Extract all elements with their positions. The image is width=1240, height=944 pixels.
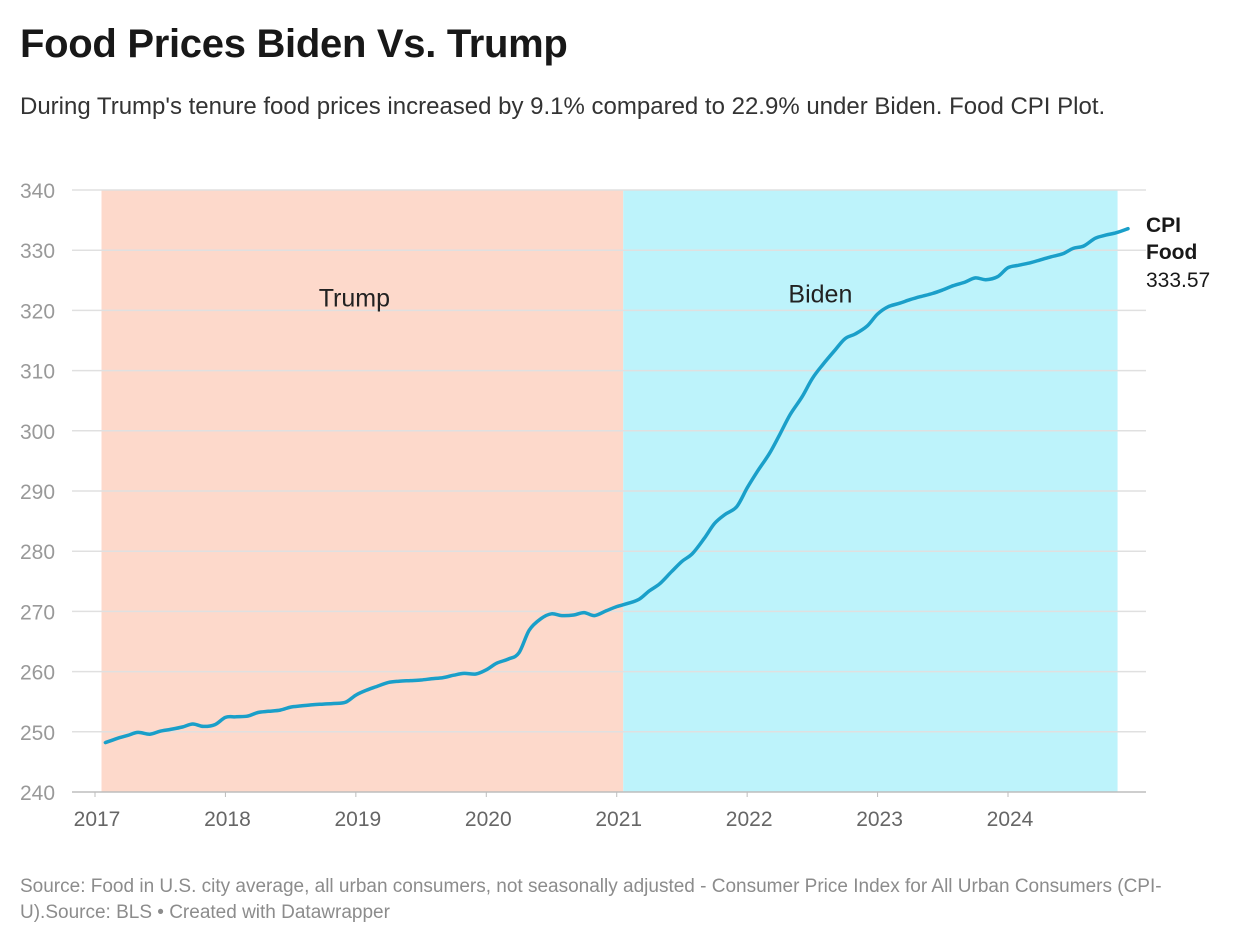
x-tick-label: 2020 <box>465 808 512 831</box>
y-tick-label: 330 <box>20 240 55 263</box>
chart-subtitle: During Trump's tenure food prices increa… <box>20 93 1106 120</box>
x-tick-label: 2022 <box>726 808 773 831</box>
series-end-label-name: CPI <box>1146 214 1181 237</box>
band-label-trump: Trump <box>319 284 390 312</box>
source-note: Source: Food in U.S. city average, all u… <box>20 876 1162 923</box>
y-tick-label: 300 <box>20 421 55 444</box>
y-tick-label: 310 <box>20 361 55 384</box>
x-tick-label: 2024 <box>987 808 1034 831</box>
y-tick-label: 240 <box>20 782 55 805</box>
y-tick-label: 340 <box>20 180 55 203</box>
series-end-label-name: Food <box>1146 241 1197 264</box>
y-tick-label: 290 <box>20 481 55 504</box>
x-tick-label: 2019 <box>334 808 381 831</box>
y-tick-label: 260 <box>20 662 55 685</box>
y-tick-label: 320 <box>20 300 55 323</box>
x-tick-label: 2023 <box>856 808 903 831</box>
x-tick-label: 2018 <box>204 808 251 831</box>
series-line-cpi-food <box>103 226 1130 745</box>
chart-title: Food Prices Biden Vs. Trump <box>20 22 568 66</box>
band-label-biden: Biden <box>788 281 852 309</box>
x-tick-label: 2017 <box>74 808 121 831</box>
series-end-label-value: 333.57 <box>1146 269 1210 292</box>
y-tick-label: 280 <box>20 541 55 564</box>
y-tick-label: 270 <box>20 601 55 624</box>
y-tick-label: 250 <box>20 722 55 745</box>
cpi-line-chart: 240 250 260 270 280 290 300 310 320 330 340 2017 201… <box>20 180 1210 831</box>
x-tick-label: 2021 <box>595 808 642 831</box>
